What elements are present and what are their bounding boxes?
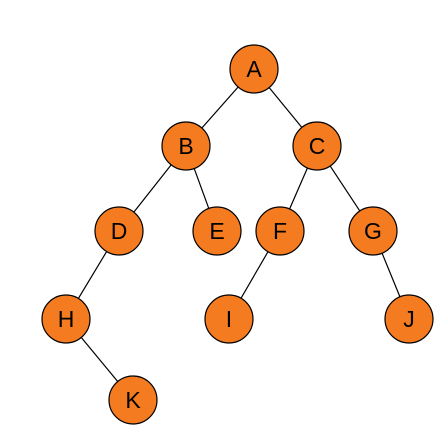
node-a: A — [229, 44, 279, 94]
node-label: F — [273, 218, 287, 244]
node-label: G — [364, 218, 382, 244]
node-c: C — [292, 121, 342, 171]
node-circle — [384, 294, 434, 344]
node-b: B — [161, 121, 211, 171]
node-g: G — [348, 206, 398, 256]
node-circle — [348, 206, 398, 256]
node-h: H — [41, 294, 91, 344]
node-label: K — [125, 387, 141, 413]
node-label: D — [111, 218, 128, 244]
node-label: E — [209, 218, 224, 244]
node-circle — [161, 121, 211, 171]
node-label: J — [403, 306, 415, 332]
node-k: K — [108, 375, 158, 425]
node-circle — [204, 294, 254, 344]
edge-a-b — [201, 86, 239, 129]
node-circle — [192, 206, 242, 256]
node-circle — [255, 206, 305, 256]
node-circle — [108, 375, 158, 425]
edge-h-k — [80, 337, 119, 382]
node-f: F — [255, 206, 305, 256]
edges-group — [77, 86, 401, 382]
node-i: I — [204, 294, 254, 344]
edge-c-g — [329, 165, 361, 212]
node-circle — [41, 294, 91, 344]
node-circle — [292, 121, 342, 171]
edge-c-f — [289, 167, 308, 210]
node-e: E — [192, 206, 242, 256]
node-label: A — [246, 56, 262, 82]
edge-d-h — [77, 251, 108, 299]
node-label: C — [309, 133, 326, 159]
node-j: J — [384, 294, 434, 344]
node-d: D — [94, 206, 144, 256]
node-circle — [229, 44, 279, 94]
node-label: I — [226, 306, 232, 332]
nodes-group: A B C D E F G H I J K — [41, 44, 434, 425]
edge-a-c — [268, 87, 303, 128]
edge-g-j — [381, 252, 401, 298]
edge-b-e — [193, 168, 210, 209]
node-label: B — [178, 133, 193, 159]
edge-b-d — [133, 164, 172, 213]
node-label: H — [58, 306, 75, 332]
node-circle — [94, 206, 144, 256]
edge-f-i — [240, 251, 269, 299]
